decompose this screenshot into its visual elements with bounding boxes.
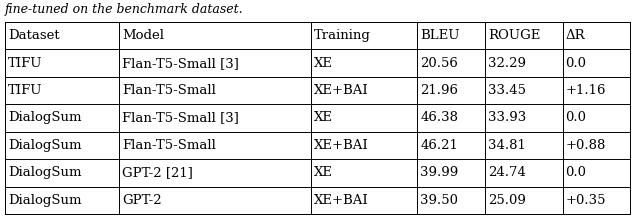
Text: Model: Model [122, 29, 164, 42]
Text: 32.29: 32.29 [488, 57, 526, 70]
Text: Flan-T5-Small: Flan-T5-Small [122, 139, 216, 152]
Text: +0.35: +0.35 [566, 194, 606, 207]
Text: XE+BAI: XE+BAI [314, 84, 369, 97]
Text: DialogSum: DialogSum [8, 112, 81, 125]
Text: DialogSum: DialogSum [8, 194, 81, 207]
Text: 0.0: 0.0 [566, 166, 587, 179]
Text: ROUGE: ROUGE [488, 29, 540, 42]
Text: XE+BAI: XE+BAI [314, 139, 369, 152]
Text: 24.74: 24.74 [488, 166, 525, 179]
Text: +0.88: +0.88 [566, 139, 606, 152]
Text: TIFU: TIFU [8, 57, 42, 70]
Bar [5, 22, 630, 214]
Text: 46.21: 46.21 [420, 139, 458, 152]
Text: +1.16: +1.16 [566, 84, 606, 97]
Text: GPT-2: GPT-2 [122, 194, 162, 207]
Text: 39.99: 39.99 [420, 166, 459, 179]
Text: XE: XE [314, 166, 333, 179]
Text: Training: Training [314, 29, 371, 42]
Text: Flan-T5-Small [3]: Flan-T5-Small [3] [122, 57, 239, 70]
Text: 0.0: 0.0 [566, 57, 587, 70]
Text: XE: XE [314, 57, 333, 70]
Text: XE+BAI: XE+BAI [314, 194, 369, 207]
Text: fine-tuned on the benchmark dataset.: fine-tuned on the benchmark dataset. [5, 3, 244, 16]
Text: 0.0: 0.0 [566, 112, 587, 125]
Text: 34.81: 34.81 [488, 139, 525, 152]
Text: ΔR: ΔR [566, 29, 585, 42]
Text: 33.93: 33.93 [488, 112, 526, 125]
Text: 39.50: 39.50 [420, 194, 458, 207]
Text: 20.56: 20.56 [420, 57, 458, 70]
Text: Flan-T5-Small: Flan-T5-Small [122, 84, 216, 97]
Text: DialogSum: DialogSum [8, 139, 81, 152]
Text: 33.45: 33.45 [488, 84, 526, 97]
Text: 46.38: 46.38 [420, 112, 458, 125]
Text: XE: XE [314, 112, 333, 125]
Text: TIFU: TIFU [8, 84, 42, 97]
Text: BLEU: BLEU [420, 29, 460, 42]
Text: DialogSum: DialogSum [8, 166, 81, 179]
Text: 21.96: 21.96 [420, 84, 458, 97]
Text: Dataset: Dataset [8, 29, 60, 42]
Text: Flan-T5-Small [3]: Flan-T5-Small [3] [122, 112, 239, 125]
Text: GPT-2 [21]: GPT-2 [21] [122, 166, 193, 179]
Text: 25.09: 25.09 [488, 194, 525, 207]
